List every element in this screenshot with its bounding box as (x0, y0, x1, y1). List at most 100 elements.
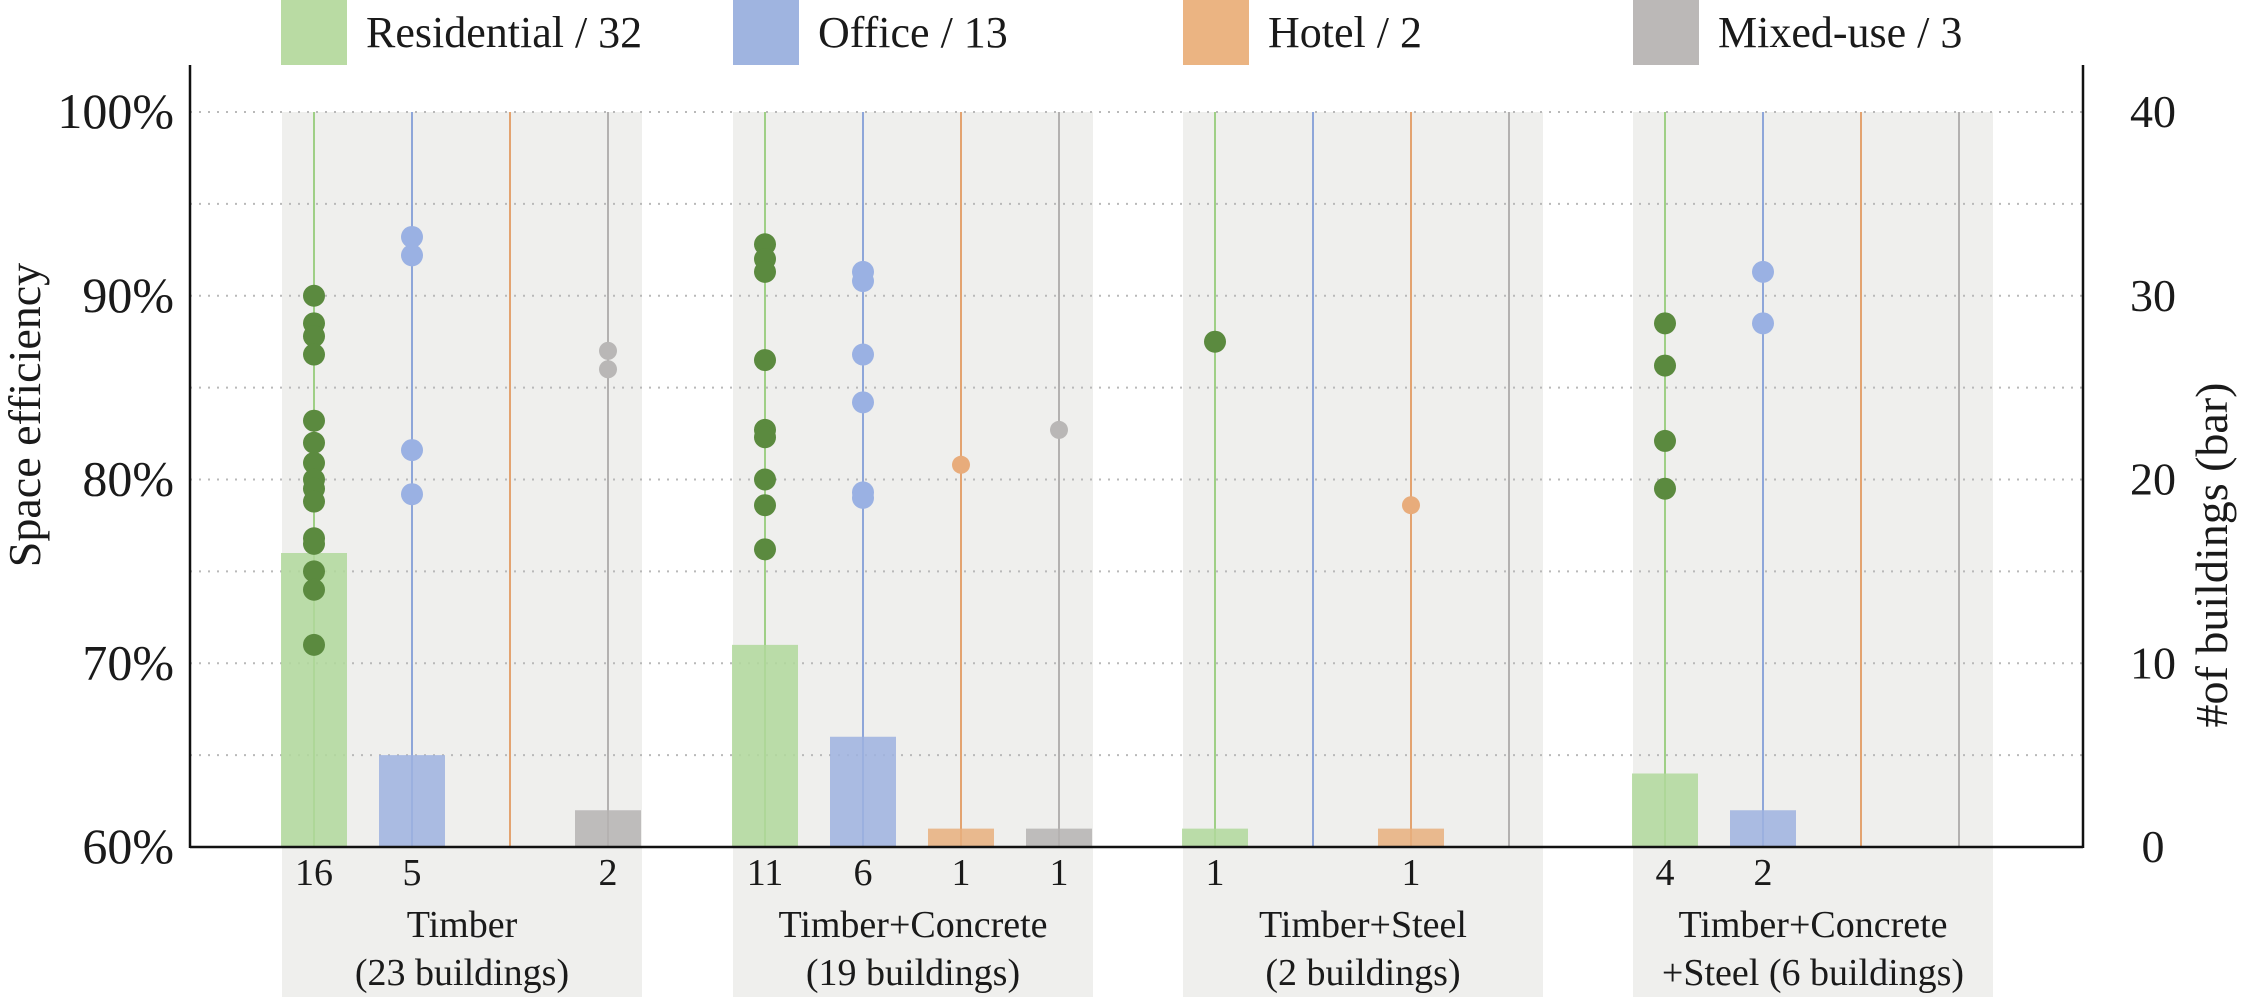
count-label: 1 (1050, 852, 1069, 894)
legend: Residential / 32 Office / 13 Hotel / 2 Mixe… (281, 0, 1962, 65)
group-background (1633, 112, 1993, 997)
bar (281, 553, 347, 847)
y-axis-title-left: Space efficiency (0, 263, 50, 567)
group-label-sub: (23 buildings) (355, 952, 569, 994)
legend-swatch (733, 0, 799, 65)
group-backgrounds (282, 112, 1993, 997)
y-axis-title-right: #of buildings (bar) (2186, 383, 2237, 728)
data-point (401, 244, 423, 267)
legend-swatch (1183, 0, 1249, 65)
count-label: 5 (403, 852, 422, 894)
legend-label: Residential / 32 (366, 8, 642, 57)
data-point (1050, 420, 1068, 439)
points (303, 225, 1774, 656)
data-point (303, 451, 325, 474)
data-point (303, 633, 325, 656)
y-tick-label-right: 20 (2130, 454, 2176, 505)
data-point (754, 260, 776, 283)
group-label: Timber+Steel (1259, 904, 1467, 946)
bar (575, 810, 641, 847)
group-label-sub: (2 buildings) (1265, 952, 1460, 994)
data-point (401, 439, 423, 462)
group-background (733, 112, 1093, 997)
data-point (1654, 312, 1676, 335)
data-point (599, 360, 617, 379)
bar (1182, 828, 1248, 847)
axes (188, 65, 2085, 849)
data-point (401, 225, 423, 248)
group-label-sub: (19 buildings) (806, 952, 1020, 994)
data-point (754, 426, 776, 449)
y-tick-label-right: 30 (2130, 270, 2176, 321)
legend-label: Office / 13 (818, 8, 1008, 57)
count-label: 1 (952, 852, 971, 894)
data-point (303, 325, 325, 348)
y-tick-label-right: 10 (2130, 637, 2176, 688)
bar (1378, 828, 1444, 847)
y-tick-label-left: 100% (57, 83, 174, 139)
data-point (754, 468, 776, 491)
y-tick-label-left: 90% (82, 267, 174, 323)
legend-swatch (1633, 0, 1699, 65)
gridlines (190, 111, 2083, 757)
data-point (754, 494, 776, 517)
bar (928, 828, 994, 847)
data-point (1402, 496, 1420, 515)
bar (1632, 773, 1698, 847)
legend-swatch (281, 0, 347, 65)
data-point (1752, 260, 1774, 283)
count-labels: 16 5 2 11 6 1 1 1 1 4 2 (295, 852, 1773, 894)
data-point (852, 343, 874, 366)
count-label: 6 (854, 852, 873, 894)
count-label: 1 (1206, 852, 1225, 894)
y-tick-label-left: 60% (82, 818, 174, 874)
group-label: Timber+Concrete (1678, 904, 1947, 946)
bar (830, 736, 896, 847)
data-point (303, 343, 325, 366)
bar (732, 644, 798, 847)
group-labels: Timber (23 buildings) Timber+Concrete (19 b… (355, 904, 1964, 994)
group-background (1183, 112, 1543, 997)
bar (379, 755, 445, 847)
legend-label: Mixed-use / 3 (1718, 8, 1962, 57)
data-point (303, 409, 325, 432)
count-label: 1 (1402, 852, 1421, 894)
data-point (1204, 330, 1226, 353)
y-tick-label-left: 80% (82, 451, 174, 507)
data-point (1654, 429, 1676, 452)
data-point (303, 490, 325, 513)
data-point (303, 532, 325, 555)
count-label: 4 (1656, 852, 1675, 894)
data-point (1654, 477, 1676, 500)
data-point (952, 455, 970, 474)
bars (281, 553, 1796, 847)
bar (1026, 828, 1092, 847)
legend-label: Hotel / 2 (1268, 8, 1422, 57)
data-point (754, 349, 776, 372)
data-point (303, 431, 325, 454)
count-label: 16 (295, 852, 333, 894)
group-label: Timber (407, 904, 518, 946)
data-point (303, 560, 325, 583)
data-point (852, 270, 874, 293)
data-point (754, 538, 776, 561)
count-label: 2 (599, 852, 618, 894)
data-point (1654, 354, 1676, 377)
data-point (852, 391, 874, 414)
tick-labels: 100% 90% 80% 70% 60% 40 30 20 10 0 (57, 83, 2176, 874)
group-label-sub: +Steel (6 buildings) (1662, 952, 1964, 994)
data-point (852, 486, 874, 509)
count-label: 11 (747, 852, 784, 894)
bar (1730, 810, 1796, 847)
count-label: 2 (1754, 852, 1773, 894)
y-tick-label-left: 70% (82, 634, 174, 690)
data-point (599, 341, 617, 360)
data-point (1752, 312, 1774, 335)
y-tick-label-right: 0 (2142, 821, 2165, 872)
data-point (303, 284, 325, 307)
y-tick-label-right: 40 (2130, 86, 2176, 137)
group-label: Timber+Concrete (778, 904, 1047, 946)
data-point (401, 483, 423, 506)
data-point (303, 578, 325, 601)
